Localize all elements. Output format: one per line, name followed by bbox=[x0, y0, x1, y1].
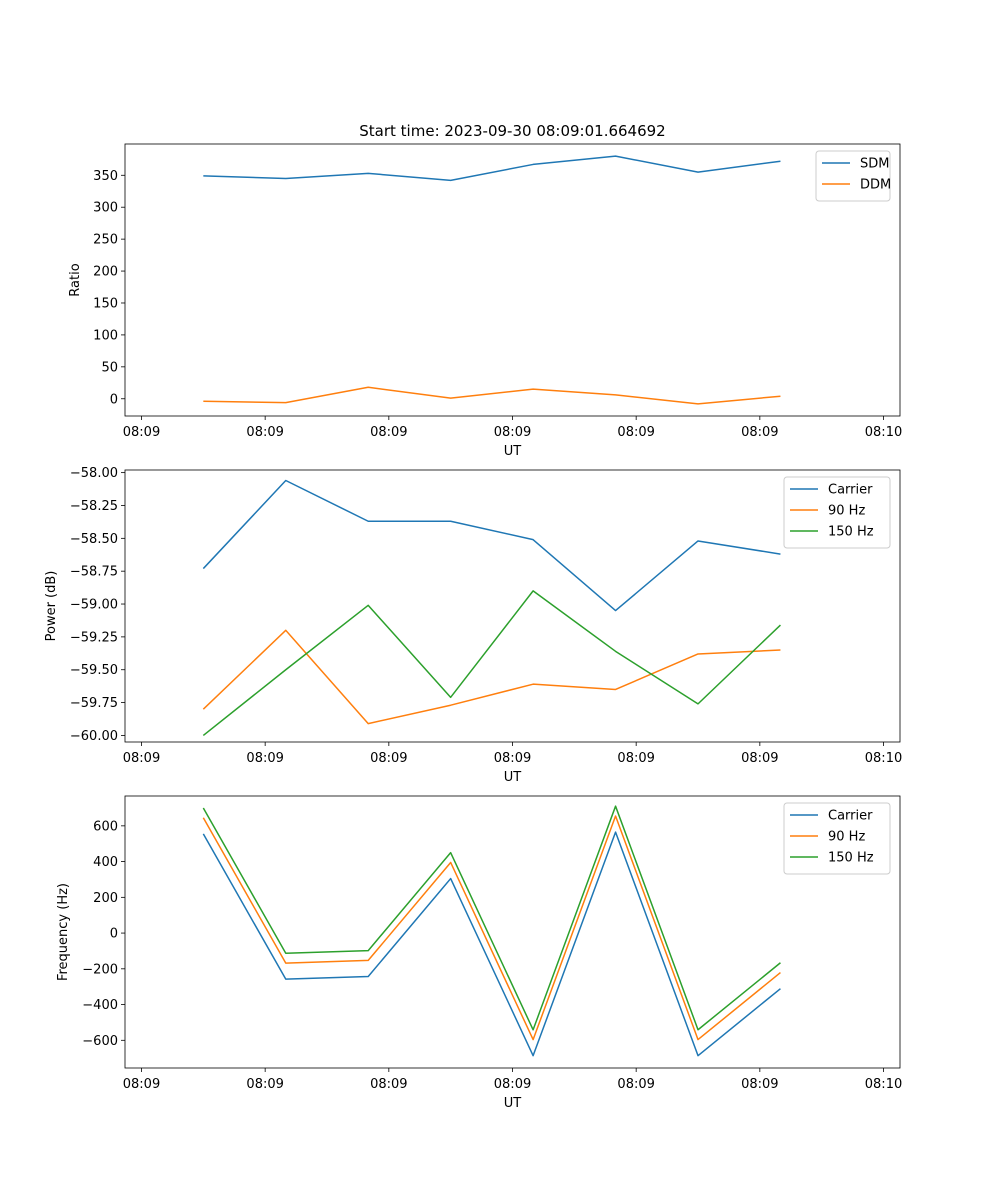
legend-label: 150 Hz bbox=[828, 525, 874, 540]
x-axis-label: UT bbox=[504, 770, 522, 785]
y-tick-label: −59.75 bbox=[70, 696, 118, 711]
y-axis-label: Power (dB) bbox=[44, 571, 59, 642]
chart-title: Start time: 2023-09-30 08:09:01.664692 bbox=[359, 122, 665, 140]
series-line-90-hz bbox=[202, 815, 781, 1041]
y-tick-label: 50 bbox=[101, 360, 118, 375]
x-tick-label: 08:09 bbox=[617, 425, 654, 440]
y-tick-label: −58.00 bbox=[70, 466, 118, 481]
legend-label: Carrier bbox=[828, 809, 873, 824]
y-tick-label: −60.00 bbox=[70, 729, 118, 744]
x-tick-label: 08:10 bbox=[865, 751, 902, 766]
series-line-ddm bbox=[203, 386, 781, 405]
legend-label: 150 Hz bbox=[828, 851, 874, 866]
x-tick-label: 08:09 bbox=[494, 1077, 531, 1092]
x-tick-label: 08:09 bbox=[246, 751, 283, 766]
x-tick-label: 08:10 bbox=[865, 1077, 902, 1092]
series-line-sdm bbox=[203, 155, 781, 182]
x-tick-label: 08:09 bbox=[370, 751, 407, 766]
y-tick-label: 400 bbox=[93, 855, 118, 870]
y-tick-label: −59.50 bbox=[70, 663, 118, 678]
legend: Carrier 90 Hz 150 Hz bbox=[783, 476, 891, 549]
x-tick-label: 08:09 bbox=[246, 1077, 283, 1092]
subplot-3: 08:09 08:09 08:09 08:09 08:09 08:09 08:10 −600 −… bbox=[56, 795, 902, 1111]
series-line-90-hz bbox=[202, 629, 781, 725]
x-tick-label: 08:09 bbox=[246, 425, 283, 440]
x-tick-label: 08:09 bbox=[123, 425, 160, 440]
x-tick-label: 08:09 bbox=[741, 425, 778, 440]
y-tick-label: 300 bbox=[93, 201, 118, 216]
x-tick-label: 08:09 bbox=[741, 751, 778, 766]
x-tick-label: 08:10 bbox=[865, 425, 902, 440]
x-tick-label: 08:09 bbox=[494, 425, 531, 440]
x-axis-label: UT bbox=[504, 1096, 522, 1111]
y-tick-label: 200 bbox=[93, 891, 118, 906]
legend: Carrier 90 Hz 150 Hz bbox=[783, 802, 891, 875]
y-tick-label: 600 bbox=[93, 819, 118, 834]
legend-label: DDM bbox=[860, 178, 891, 193]
y-tick-label: −200 bbox=[82, 962, 118, 977]
x-tick-label: 08:09 bbox=[617, 751, 654, 766]
series-line-carrier bbox=[202, 831, 781, 1057]
y-tick-label: 0 bbox=[110, 927, 118, 942]
y-tick-label: 200 bbox=[93, 265, 118, 280]
x-axis-label: UT bbox=[504, 444, 522, 459]
y-tick-label: 100 bbox=[93, 328, 118, 343]
series-line-150-hz bbox=[202, 805, 781, 1031]
y-tick-label: 350 bbox=[93, 169, 118, 184]
y-tick-label: −600 bbox=[82, 1034, 118, 1049]
legend-label: 90 Hz bbox=[828, 504, 865, 519]
x-tick-label: 08:09 bbox=[123, 751, 160, 766]
series-line-carrier bbox=[202, 479, 781, 612]
legend-label: Carrier bbox=[828, 483, 873, 498]
x-tick-label: 08:09 bbox=[370, 425, 407, 440]
x-tick-label: 08:09 bbox=[617, 1077, 654, 1092]
legend-label: SDM bbox=[860, 157, 889, 172]
subplot-1: 08:09 08:09 08:09 08:09 08:09 08:09 08:10 0 50 10… bbox=[68, 122, 902, 459]
legend: SDM DDM bbox=[815, 150, 891, 202]
y-tick-label: −400 bbox=[82, 998, 118, 1013]
y-tick-label: −58.50 bbox=[70, 532, 118, 547]
x-tick-label: 08:09 bbox=[123, 1077, 160, 1092]
y-tick-label: 150 bbox=[93, 296, 118, 311]
y-tick-label: −59.00 bbox=[70, 598, 118, 613]
x-tick-label: 08:09 bbox=[370, 1077, 407, 1092]
y-axis-label: Frequency (Hz) bbox=[56, 883, 71, 981]
y-axis-label: Ratio bbox=[68, 263, 83, 296]
y-tick-label: 0 bbox=[110, 392, 118, 407]
y-tick-label: −58.75 bbox=[70, 565, 118, 580]
legend-label: 90 Hz bbox=[828, 830, 865, 845]
series-line-150-hz bbox=[202, 590, 781, 737]
y-tick-label: −58.25 bbox=[70, 499, 118, 514]
y-tick-label: 250 bbox=[93, 233, 118, 248]
x-tick-label: 08:09 bbox=[494, 751, 531, 766]
subplot-2: 08:09 08:09 08:09 08:09 08:09 08:09 08:10 −60.0… bbox=[44, 466, 902, 785]
x-tick-label: 08:09 bbox=[741, 1077, 778, 1092]
y-tick-label: −59.25 bbox=[70, 630, 118, 645]
